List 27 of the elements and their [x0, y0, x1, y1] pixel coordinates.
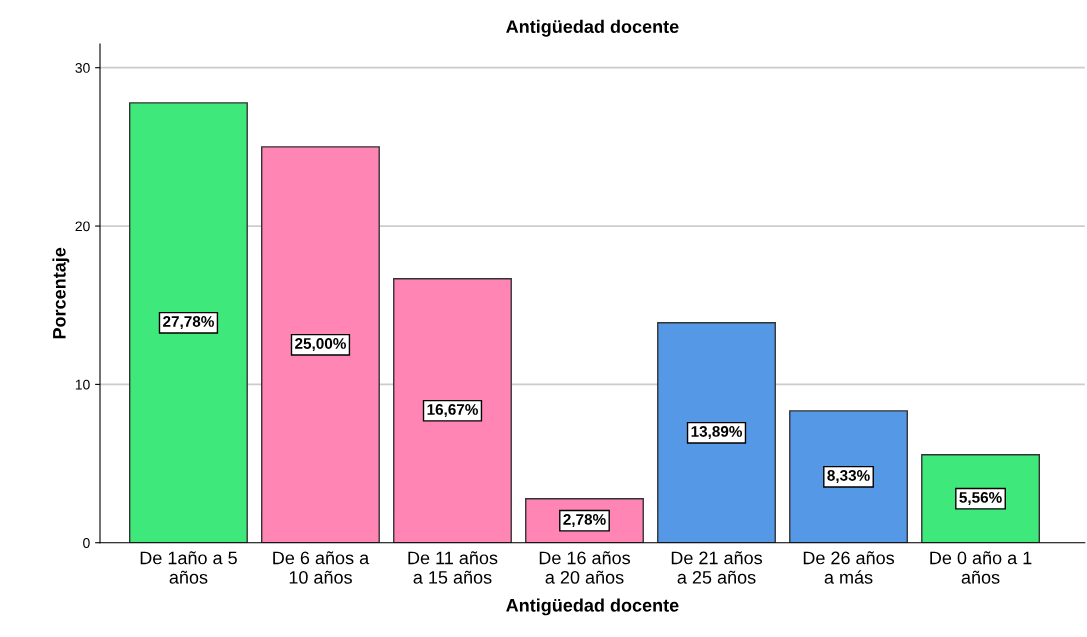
- bar: [789, 410, 908, 543]
- x-tick-label: De 0 año a 1 años: [930, 551, 1032, 584]
- bar: [129, 102, 248, 543]
- bar: [393, 278, 512, 543]
- x-tick-label: De 11 años a 15 años: [408, 551, 498, 584]
- y-tick-label: 30: [75, 63, 90, 73]
- x-tick-label: De 1año a 5 años: [140, 551, 237, 584]
- data-label: 27,78%: [163, 316, 214, 330]
- x-tick-label: De 16 años a 20 años: [539, 551, 631, 584]
- bar: [657, 322, 776, 543]
- bar: [921, 453, 1040, 543]
- x-axis-title: Antigüedad docente: [506, 598, 679, 616]
- data-label: 2,78%: [563, 514, 606, 528]
- data-label: 16,67%: [427, 404, 478, 418]
- data-label: 5,56%: [959, 491, 1002, 506]
- x-tick-label: De 21 años a 25 años: [671, 551, 763, 584]
- y-tick-label: 20: [75, 221, 90, 232]
- x-tick-label: De 6 años a 10 años: [273, 551, 370, 584]
- x-tick-label: De 26 años a más: [803, 551, 895, 584]
- y-tick-label: 10: [75, 379, 90, 390]
- y-axis-title: Porcentaje: [52, 247, 70, 339]
- y-tick-label: 0: [83, 538, 90, 548]
- data-label: 25,00%: [295, 338, 346, 352]
- chart-title: Antigüedad docente: [506, 19, 679, 37]
- data-label: 13,89%: [691, 426, 743, 440]
- data-label: 8,33%: [827, 470, 870, 484]
- bar: [261, 146, 380, 543]
